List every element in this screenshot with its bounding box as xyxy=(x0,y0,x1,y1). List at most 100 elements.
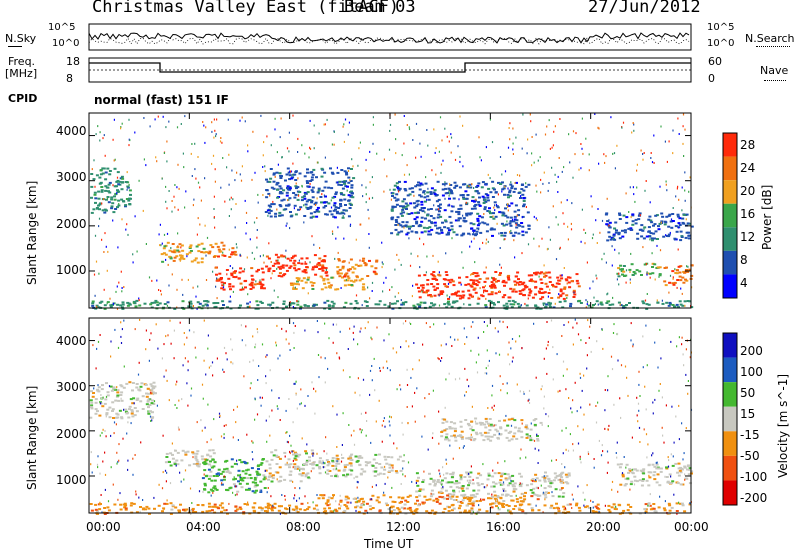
velocity-cell-r0-104 xyxy=(94,401,98,404)
power-noise-43 xyxy=(549,288,551,291)
velocity-cell-r2-8 xyxy=(221,470,225,473)
power-cell-r4-70 xyxy=(282,255,286,258)
power-cell-r11-203 xyxy=(448,229,451,232)
power-cell-r10-204 xyxy=(306,181,310,184)
power-cell-r9-23 xyxy=(673,281,677,284)
power-cell-r8-5 xyxy=(658,274,662,277)
velocity-noise-686 xyxy=(264,469,266,472)
velocity-cell-r2-27 xyxy=(247,488,251,491)
power-cell-r13-9 xyxy=(402,303,405,306)
velocity-cell-r9-53 xyxy=(503,419,507,422)
power-noise-662 xyxy=(514,256,516,259)
velocity-cell-r3-72 xyxy=(268,475,272,478)
power-cell-r11-296 xyxy=(437,232,441,235)
power-cell-r0-59 xyxy=(99,173,103,176)
velocity-noise-155 xyxy=(411,480,413,483)
velocity-cell-r4-12 xyxy=(395,471,399,474)
power-cell-r13-56 xyxy=(111,303,114,306)
velocity-cell-r5-64 xyxy=(502,488,506,491)
velocity-cell-r5-58 xyxy=(554,476,558,479)
power-noise-784 xyxy=(415,122,418,125)
velocity-cell-r5-182 xyxy=(547,478,551,480)
velocity-noise-350 xyxy=(267,487,269,489)
power-noise-102 xyxy=(649,276,651,279)
power-noise-125 xyxy=(136,250,138,253)
velocity-noise-857 xyxy=(292,421,294,424)
velocity-cell-r7-291 xyxy=(652,503,656,505)
power-cell-r4-49 xyxy=(293,264,297,267)
power-cell-r5-28 xyxy=(297,279,300,282)
velocity-cell-r7-21 xyxy=(463,509,467,512)
power-cell-r11-320 xyxy=(453,181,457,184)
velocity-cell-r0-65 xyxy=(105,413,109,416)
power-cell-r4-58 xyxy=(265,265,269,268)
power-noise-647 xyxy=(145,164,147,167)
velocity-cell-r5-81 xyxy=(415,479,419,482)
velocity-cell-r3-65 xyxy=(294,467,297,470)
velocity-cell-r4-104 xyxy=(360,468,364,471)
power-noise-37 xyxy=(473,237,475,240)
velocity-cell-r4-28 xyxy=(380,466,384,469)
velocity-cell-r6-28 xyxy=(665,467,669,470)
power-cell-r11-142 xyxy=(454,219,458,222)
velocity-noise-183 xyxy=(470,465,472,468)
velocity-noise-387 xyxy=(370,336,372,339)
power-cell-r11-373 xyxy=(417,225,421,228)
power-cell-r3-44 xyxy=(241,270,245,273)
power-cell-r12-104 xyxy=(685,213,689,216)
velocity-cell-r7-326 xyxy=(648,504,652,507)
velocity-cell-r5-147 xyxy=(465,487,469,490)
velocity-noise-772 xyxy=(542,491,545,494)
power-noise-706 xyxy=(344,212,346,215)
power-cell-r6-26 xyxy=(366,275,370,277)
power-cell-r10-82 xyxy=(348,202,352,205)
velocity-cell-r1-34 xyxy=(184,451,188,454)
velocity-cell-r7-234 xyxy=(130,502,134,505)
power-cell-r13-199 xyxy=(628,302,631,304)
power-noise-379 xyxy=(665,234,667,237)
power-cell-r11-213 xyxy=(418,184,422,187)
velocity-noise-762 xyxy=(307,395,309,397)
velocity-noise-779 xyxy=(662,434,664,437)
velocity-noise-698 xyxy=(213,418,215,421)
power-cell-r13-160 xyxy=(255,300,259,303)
power-noise-892 xyxy=(98,272,100,275)
power-noise-471 xyxy=(406,124,408,126)
velocity-cell-r5-48 xyxy=(546,491,550,494)
power-cell-r13-114 xyxy=(327,304,331,307)
velocity-cell-r9-45 xyxy=(446,437,449,440)
power-noise-422 xyxy=(246,222,248,224)
power-noise-217 xyxy=(506,220,508,223)
velocity-cell-r0-128 xyxy=(96,410,99,413)
velocity-noise-291 xyxy=(604,504,606,507)
velocity-noise-643 xyxy=(207,403,209,406)
power-cell-r7-100 xyxy=(573,293,577,296)
velocity-cell-r1-17 xyxy=(206,454,210,457)
velocity-cell-r9-92 xyxy=(539,421,543,424)
power-cell-r11-161 xyxy=(396,185,399,188)
power-noise-876 xyxy=(551,146,553,149)
power-cell-r11-187 xyxy=(439,215,443,218)
velocity-cell-r7-236 xyxy=(124,508,128,511)
power-cell-r11-271 xyxy=(489,216,493,218)
power-noise-57 xyxy=(504,170,507,173)
velocity-noise-51 xyxy=(678,404,680,407)
power-noise-324 xyxy=(222,251,224,254)
velocity-cell-r2-37 xyxy=(236,490,240,493)
velocity-noise-806 xyxy=(169,319,171,322)
power-cell-r13-189 xyxy=(100,300,104,303)
power-noise-99 xyxy=(235,243,237,246)
power-noise-428 xyxy=(408,126,410,129)
power-noise-747 xyxy=(411,295,413,298)
power-cell-r1-13 xyxy=(163,245,167,248)
power-cell-r0-14 xyxy=(110,205,114,208)
power-cell-r13-82 xyxy=(443,303,447,306)
power-noise-304 xyxy=(559,246,561,249)
velocity-cell-r7-279 xyxy=(508,510,512,513)
velocity-noise-850 xyxy=(284,498,286,501)
power-cell-r10-119 xyxy=(337,183,341,186)
power-noise-549 xyxy=(521,252,523,255)
velocity-noise-11 xyxy=(598,510,600,513)
velocity-cell-r7-81 xyxy=(342,511,346,514)
velocity-cell-r7-79 xyxy=(295,509,298,512)
